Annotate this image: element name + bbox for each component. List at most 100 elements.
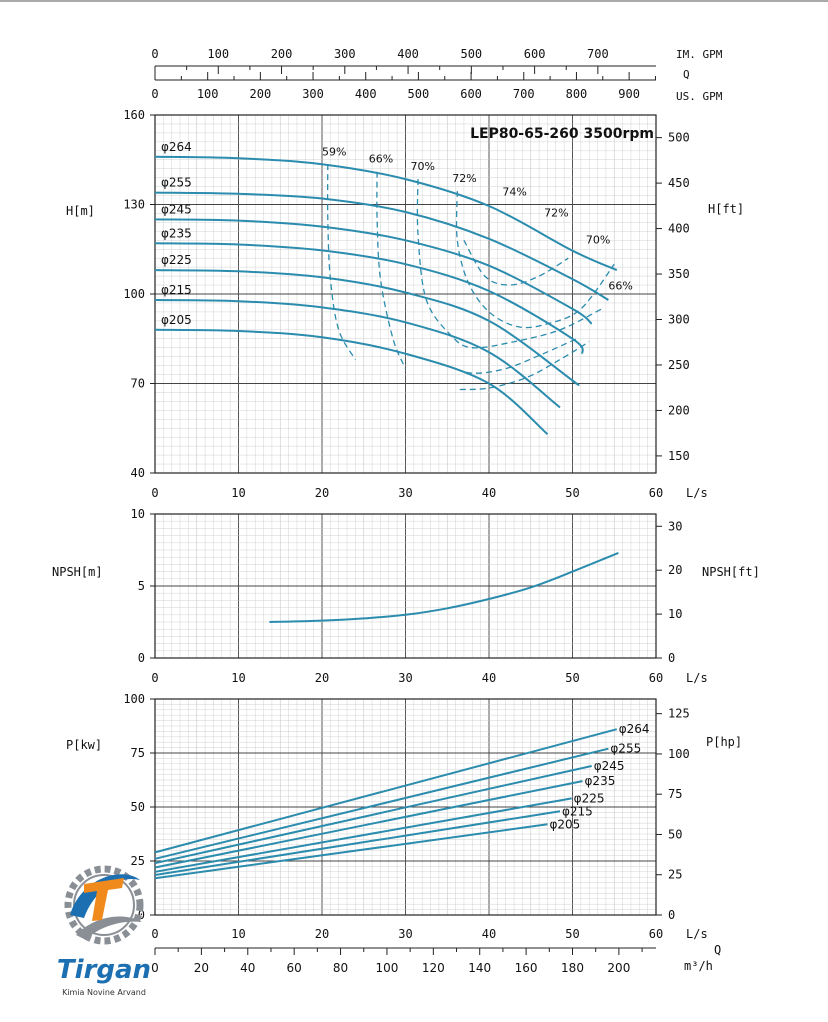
series-line bbox=[154, 797, 572, 873]
efficiency-label: 72% bbox=[544, 206, 568, 219]
series-label: φ205 bbox=[161, 313, 192, 327]
m3h-tick-label: 160 bbox=[515, 961, 538, 975]
efficiency-label: 70% bbox=[586, 233, 610, 246]
y2-tick-label: 20 bbox=[668, 563, 682, 577]
efficiency-label: 70% bbox=[411, 160, 435, 173]
efficiency-line bbox=[455, 191, 615, 329]
y2-tick-label: 100 bbox=[668, 747, 690, 761]
y2-tick-label: 125 bbox=[668, 707, 690, 721]
x-tick-label: 60 bbox=[649, 671, 663, 685]
m3h-tick-label: 0 bbox=[151, 961, 159, 975]
x-tick-label: 40 bbox=[482, 927, 496, 941]
x-tick-label: 60 bbox=[649, 927, 663, 941]
efficiency-label: 72% bbox=[452, 172, 476, 185]
label-layer: 0 10 20 30 40 50 60407010013016015020025030035… bbox=[123, 47, 689, 975]
y-tick-label: 160 bbox=[123, 108, 145, 122]
y2-tick-label: 0 bbox=[668, 908, 675, 922]
m3h-tick-label: 100 bbox=[375, 961, 398, 975]
x-tick-label: 50 bbox=[565, 486, 579, 500]
x-tick-label: 0 bbox=[151, 927, 158, 941]
im-gpm-tick-label: 300 bbox=[334, 47, 356, 61]
y-tick-label: 10 bbox=[131, 507, 145, 521]
x-tick-label: 40 bbox=[482, 486, 496, 500]
x-tick-label: 20 bbox=[315, 671, 329, 685]
y-tick-label: 0 bbox=[138, 651, 145, 665]
y2-tick-label: 10 bbox=[668, 607, 682, 621]
efficiency-line bbox=[416, 179, 602, 349]
y2-tick-label: 200 bbox=[668, 403, 690, 417]
y2-tick-label: 350 bbox=[668, 267, 690, 281]
y2-tick-label: 150 bbox=[668, 449, 690, 463]
m3h-tick-label: 20 bbox=[194, 961, 209, 975]
npsh-m-label: NPSH[m] bbox=[52, 565, 103, 579]
y-tick-label: 0 bbox=[138, 908, 145, 922]
x-tick-label: 50 bbox=[565, 927, 579, 941]
series-line bbox=[154, 328, 549, 435]
series-label: φ225 bbox=[161, 253, 192, 267]
us-gpm-label: US. GPM bbox=[676, 90, 723, 103]
logo-name: Tirgan bbox=[57, 955, 151, 985]
x-tick-label: 30 bbox=[398, 671, 412, 685]
top-q-label: Q bbox=[683, 68, 690, 81]
y-tick-label: 70 bbox=[131, 377, 145, 391]
logo-t-icon bbox=[84, 878, 124, 921]
series-line bbox=[154, 747, 609, 860]
series-line bbox=[154, 299, 561, 409]
us-gpm-tick-label: 200 bbox=[250, 87, 272, 101]
series-label: φ215 bbox=[161, 283, 192, 297]
x-tick-label: 10 bbox=[231, 927, 245, 941]
h-m-label: H[m] bbox=[66, 204, 95, 218]
logo-swoosh-gray bbox=[76, 916, 142, 940]
y2-tick-label: 50 bbox=[668, 827, 682, 841]
series-label: φ255 bbox=[610, 742, 641, 756]
us-gpm-tick-label: 800 bbox=[566, 87, 588, 101]
series-label: φ245 bbox=[594, 759, 625, 773]
us-gpm-tick-label: 400 bbox=[355, 87, 377, 101]
y-tick-label: 25 bbox=[131, 854, 145, 868]
series-line bbox=[154, 780, 583, 869]
us-gpm-tick-label: 500 bbox=[408, 87, 430, 101]
series-line bbox=[154, 155, 618, 272]
tirgan-logo: Tirgan Kimia Novine Arvand bbox=[57, 865, 151, 997]
efficiency-line bbox=[447, 338, 577, 374]
h-x-unit: L/s bbox=[686, 486, 708, 500]
bottom-q-label: Q bbox=[714, 943, 721, 957]
p-x-unit: L/s bbox=[686, 927, 708, 941]
series-line bbox=[269, 551, 619, 623]
series-label: φ255 bbox=[161, 176, 192, 190]
efficiency-line bbox=[326, 164, 356, 360]
m3h-tick-label: 140 bbox=[468, 961, 491, 975]
efficiency-line bbox=[376, 171, 407, 369]
y2-tick-label: 0 bbox=[668, 651, 675, 665]
p-kw-label: P[kw] bbox=[66, 738, 102, 752]
series-label: φ245 bbox=[161, 202, 192, 216]
im-gpm-tick-label: 0 bbox=[151, 47, 158, 61]
x-tick-label: 60 bbox=[649, 486, 663, 500]
series-label: φ215 bbox=[562, 804, 593, 818]
im-gpm-tick-label: 600 bbox=[524, 47, 546, 61]
us-gpm-tick-label: 900 bbox=[618, 87, 640, 101]
series-line bbox=[154, 242, 584, 355]
x-tick-label: 10 bbox=[231, 486, 245, 500]
y-tick-label: 100 bbox=[123, 692, 145, 706]
im-gpm-label: IM. GPM bbox=[676, 48, 723, 61]
grid-layer bbox=[154, 114, 657, 916]
series-line bbox=[154, 765, 592, 865]
x-tick-label: 20 bbox=[315, 927, 329, 941]
efficiency-label: 59% bbox=[322, 145, 346, 158]
series-line bbox=[154, 728, 618, 854]
y2-tick-label: 450 bbox=[668, 176, 690, 190]
efficiency-label: 66% bbox=[369, 153, 393, 166]
efficiency-label: 74% bbox=[502, 186, 526, 199]
chart-title: LEP80-65-260 3500rpm bbox=[470, 126, 654, 142]
m3h-label: m³/h bbox=[684, 959, 713, 973]
efficiency-line bbox=[463, 239, 569, 286]
x-tick-label: 40 bbox=[482, 671, 496, 685]
y2-tick-label: 250 bbox=[668, 358, 690, 372]
y2-tick-label: 300 bbox=[668, 313, 690, 327]
series-label: φ235 bbox=[161, 226, 192, 240]
logo-swoosh-blue bbox=[70, 874, 140, 918]
x-tick-label: 20 bbox=[315, 486, 329, 500]
im-gpm-tick-label: 400 bbox=[397, 47, 419, 61]
